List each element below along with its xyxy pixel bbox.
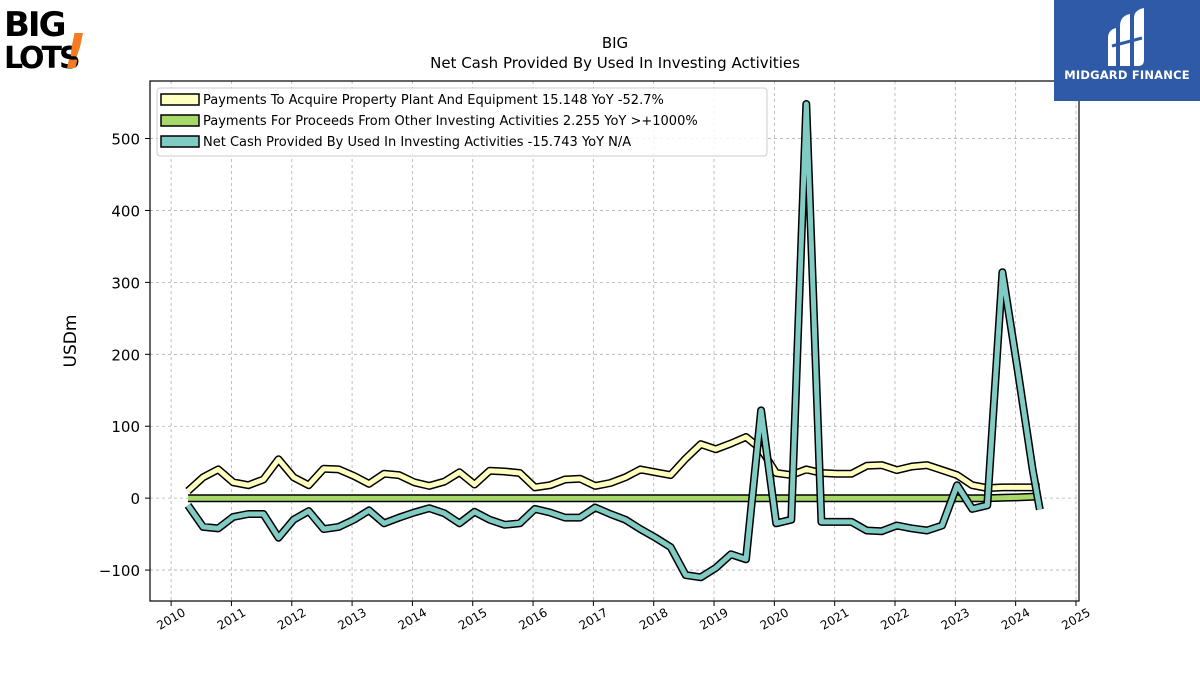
series-line-2 (185, 101, 1043, 580)
x-tick-label: 2020 (758, 605, 791, 632)
x-tick-label: 2025 (1059, 605, 1092, 632)
x-tick-label: 2017 (577, 605, 610, 632)
chart-title: BIG (602, 34, 628, 52)
x-tick-label: 2018 (637, 605, 670, 632)
legend-swatch-2 (160, 135, 200, 148)
legend-label-2: Net Cash Provided By Used In Investing A… (203, 135, 631, 150)
legend-label-1: Payments For Proceeds From Other Investi… (203, 114, 698, 129)
plot-frame (149, 80, 1080, 602)
series-outline-2 (184, 100, 1044, 582)
grid-lines (150, 81, 1079, 601)
x-tick-label: 2012 (275, 605, 308, 632)
y-tick-label: 300 (111, 274, 140, 292)
x-tick-label: 2022 (878, 605, 911, 632)
legend-swatch-0 (160, 93, 200, 106)
y-tick-label: 500 (111, 131, 140, 149)
legend: Payments To Acquire Property Plant And E… (156, 87, 768, 157)
x-tick-label: 2023 (939, 605, 972, 632)
series-line-1 (188, 494, 1040, 501)
x-tick-label: 2024 (999, 605, 1032, 632)
x-tick-label: 2016 (516, 605, 549, 632)
series-layer (184, 100, 1044, 582)
x-tick-label: 2019 (697, 605, 730, 632)
x-tick-label: 2010 (154, 605, 187, 632)
chart-subtitle: Net Cash Provided By Used In Investing A… (430, 54, 800, 72)
x-tick-label: 2021 (818, 605, 851, 632)
midgard-finance-wordmark: MIDGARD FINANCE (1064, 68, 1190, 82)
x-tick-label: 2011 (215, 605, 248, 632)
y-tick-label: 100 (111, 418, 140, 436)
x-tick-label: 2015 (456, 605, 489, 632)
y-tick-label: 0 (130, 490, 140, 508)
x-tick-label: 2013 (335, 605, 368, 632)
big-lots-logo-line1: BIG (4, 5, 65, 45)
y-tick-label: 200 (111, 346, 140, 364)
legend-box (156, 87, 768, 157)
big-lots-logo: BIG LOTS ! (4, 4, 104, 80)
axis-ticks: 2010 2011 2012 2013 2014 2015 2016 2017 2018 2019… (99, 131, 1093, 633)
y-tick-label: 400 (111, 202, 140, 220)
y-axis-label: USDm (61, 315, 81, 368)
big-lots-logo-line2: LOTS (4, 41, 79, 74)
series-line-0 (186, 434, 1040, 493)
midgard-mark-icon (1108, 8, 1144, 66)
legend-swatch-1 (160, 114, 200, 127)
y-tick-label: −100 (99, 562, 140, 580)
legend-label-0: Payments To Acquire Property Plant And E… (203, 93, 664, 108)
x-tick-label: 2014 (396, 605, 429, 632)
midgard-finance-logo: MIDGARD FINANCE (1054, 0, 1200, 101)
